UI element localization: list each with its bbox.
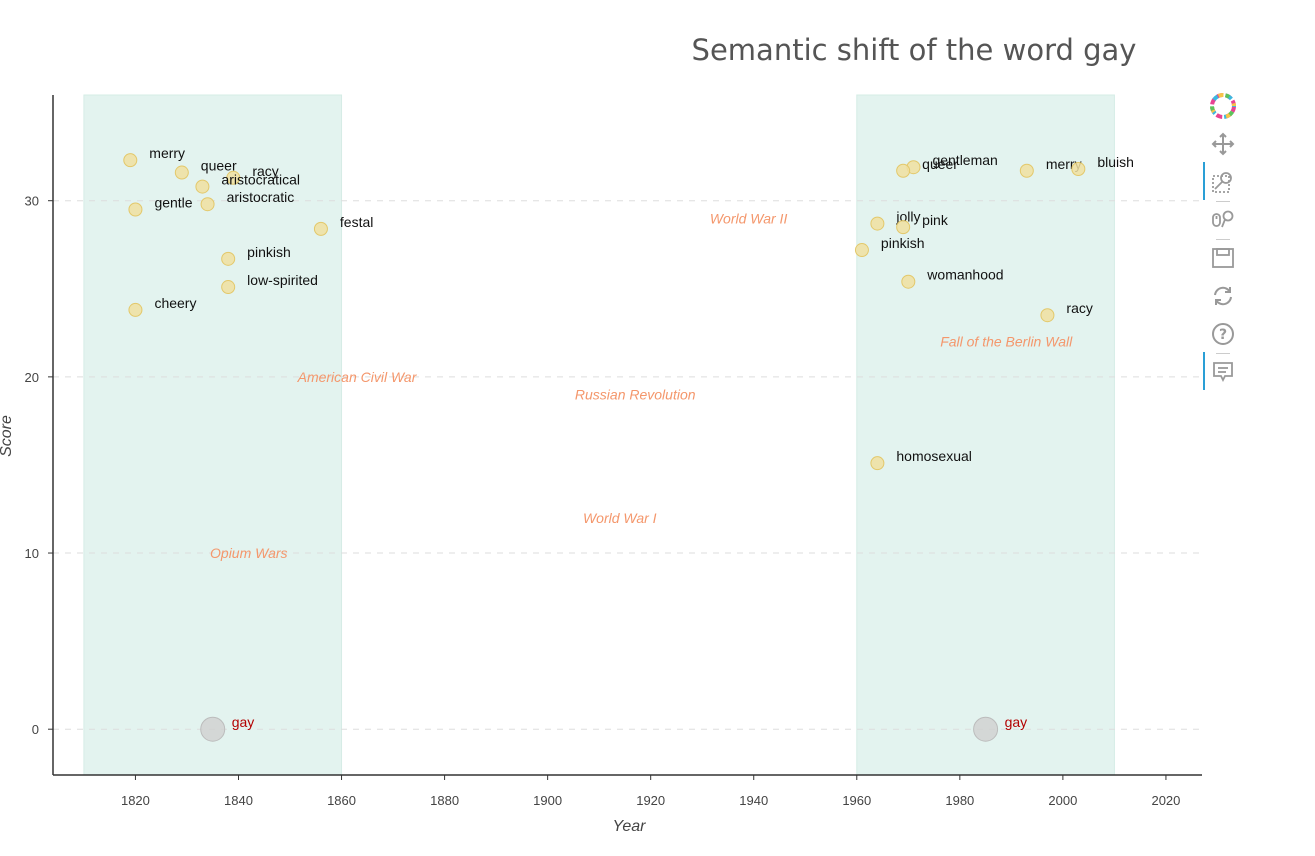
point-label: festal: [340, 214, 373, 230]
point-label: pink: [922, 212, 949, 228]
event-label: American Civil War: [297, 369, 418, 385]
toolbar-separator: [1216, 353, 1230, 354]
x-tick-label: 1920: [636, 793, 665, 808]
point-label: queer: [922, 156, 958, 172]
x-ticks: 1820 1840 1860 1880 1900 1920 1940 1960 1980 2000…: [121, 775, 1180, 808]
event-label: Opium Wars: [210, 545, 288, 561]
toolbar: ?: [1203, 88, 1243, 408]
toolbar-separator: [1216, 201, 1230, 202]
point-label: low-spirited: [247, 272, 318, 288]
axes: [52, 95, 1202, 776]
data-point: [221, 251, 236, 266]
point-label: racy: [1066, 300, 1092, 316]
x-tick-label: 1940: [739, 793, 768, 808]
point-label: bluish: [1097, 154, 1134, 170]
x-tick-label: 1900: [533, 793, 562, 808]
x-tick-label: 1860: [327, 793, 356, 808]
y-tick-label: 0: [32, 722, 39, 737]
event-labels: American Civil War Opium Wars Russian Revo…: [210, 210, 1073, 561]
wheel-zoom-icon[interactable]: [1209, 206, 1237, 234]
event-label: World War I: [583, 510, 657, 526]
period-band: [856, 94, 1115, 776]
x-tick-label: 1980: [945, 793, 974, 808]
toolbar-separator: [1216, 239, 1230, 240]
data-point: [195, 179, 210, 194]
box-zoom-icon[interactable]: [1203, 162, 1237, 200]
data-point: [1019, 163, 1034, 178]
data-point: [870, 456, 885, 471]
data-point: [896, 220, 911, 235]
svg-text:?: ?: [1219, 327, 1227, 343]
event-label: Fall of the Berlin Wall: [940, 334, 1073, 350]
data-point: [123, 153, 138, 168]
center-label: gay: [232, 714, 255, 730]
help-icon[interactable]: ?: [1209, 320, 1237, 348]
x-tick-label: 1960: [842, 793, 871, 808]
event-label: Russian Revolution: [575, 386, 696, 402]
point-label: gentle: [154, 195, 192, 211]
y-tick-label: 20: [25, 370, 39, 385]
point-label: pinkish: [247, 244, 291, 260]
y-tick-label: 30: [25, 194, 39, 209]
center-point: [200, 716, 226, 742]
center-label: gay: [1005, 714, 1028, 730]
point-label: queer: [201, 158, 237, 174]
data-point: [854, 243, 869, 258]
chart-title: Semantic shift of the word gay: [692, 33, 1137, 67]
x-tick-label: 1840: [224, 793, 253, 808]
point-label: aristocratical: [221, 172, 300, 188]
data-point: [200, 197, 215, 212]
data-point: [128, 302, 143, 317]
reset-icon[interactable]: [1209, 282, 1237, 310]
y-ticks: 0 10 20 30: [25, 194, 53, 737]
data-point: [313, 221, 328, 236]
data-point: [128, 202, 143, 217]
point-label: racy: [252, 163, 278, 179]
data-point: [1040, 308, 1055, 323]
y-tick-label: 10: [25, 546, 39, 561]
save-icon[interactable]: [1209, 244, 1237, 272]
data-point: [1071, 161, 1086, 176]
point-label: aristocratic: [227, 189, 295, 205]
period-band: [83, 94, 343, 776]
pan-icon[interactable]: [1209, 130, 1237, 158]
hover-icon[interactable]: [1203, 352, 1237, 390]
logo-icon[interactable]: [1209, 92, 1237, 120]
data-point: [870, 216, 885, 231]
data-point: [896, 163, 911, 178]
center-points: gay gay: [200, 714, 1028, 742]
x-tick-label: 1880: [430, 793, 459, 808]
point-label: cheery: [154, 295, 196, 311]
x-tick-label: 2000: [1048, 793, 1077, 808]
point-label: homosexual: [896, 448, 972, 464]
point-label: pinkish: [881, 235, 925, 251]
point-label: gentleman: [932, 152, 997, 168]
x-tick-label: 2020: [1151, 793, 1180, 808]
x-tick-label: 1820: [121, 793, 150, 808]
data-point: [221, 280, 236, 295]
data-point: [226, 170, 241, 185]
x-axis-label: Year: [613, 818, 647, 835]
point-label: womanhood: [926, 267, 1003, 283]
event-label: World War II: [710, 210, 788, 226]
y-axis-label: Score: [0, 415, 15, 457]
point-label: merry: [149, 145, 185, 161]
center-point: [973, 716, 999, 742]
data-point: [901, 274, 916, 289]
data-point: [174, 165, 189, 180]
